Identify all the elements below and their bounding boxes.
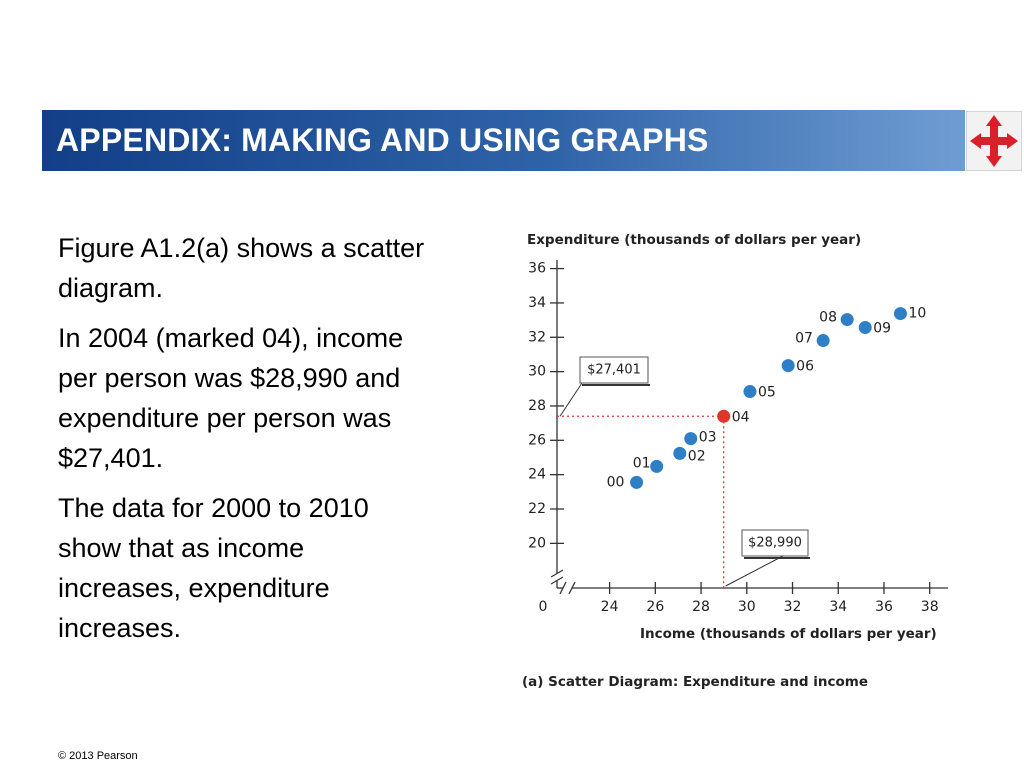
x-tick-label: 36: [875, 599, 893, 615]
paragraph: Figure A1.2(a) shows a scatter diagram.: [58, 233, 425, 303]
callout-label: $27,401: [587, 363, 641, 378]
body-text: Figure A1.2(a) shows a scatter diagram. …: [58, 228, 428, 658]
y-tick-label: 20: [528, 535, 546, 551]
footer: © 2013 Pearson: [58, 750, 138, 762]
point-label: 08: [819, 310, 837, 326]
origin-label: 0: [539, 599, 548, 615]
point: [858, 320, 872, 334]
y-tick-label: 28: [528, 398, 546, 414]
y-tick-label: 22: [528, 501, 546, 517]
y-tick-label: 36: [528, 261, 546, 277]
point-label: 01: [633, 455, 651, 471]
x-tick-label: 38: [921, 599, 939, 615]
point-label: 07: [795, 331, 813, 347]
point-label: 00: [607, 474, 625, 490]
point-label: 02: [688, 448, 706, 464]
point-label: 10: [908, 306, 926, 322]
callout-label: $28,990: [748, 536, 802, 551]
x-tick-label: 34: [829, 599, 847, 615]
x-tick-label: 30: [738, 599, 756, 615]
point-label: 04: [732, 409, 750, 425]
y-tick-label: 32: [528, 329, 546, 345]
y-tick-label: 34: [528, 295, 546, 311]
caption: (a) Scatter Diagram: Expenditure and inc…: [522, 674, 868, 690]
callout-box: [741, 529, 809, 557]
point: [717, 409, 731, 423]
axis-break: [559, 581, 567, 595]
point: [781, 359, 795, 373]
point: [743, 385, 757, 399]
y-axis-label: Expenditure (thousands of dollars per ye…: [527, 232, 861, 248]
x-tick-label: 28: [692, 599, 710, 615]
point-label: 03: [699, 430, 717, 446]
axis-break: [550, 569, 564, 578]
axis-break: [550, 576, 564, 585]
paragraph: The data for 2000 to 2010 show that as i…: [58, 493, 369, 643]
y-tick-label: 30: [528, 364, 546, 380]
y-tick-label: 24: [528, 467, 546, 483]
point: [630, 475, 644, 489]
point: [893, 307, 907, 321]
callout-box: [579, 356, 649, 384]
x-tick-label: 32: [784, 599, 802, 615]
point: [840, 313, 854, 327]
x-axis-label: Income (thousands of dollars per year): [640, 626, 937, 642]
point: [816, 334, 830, 348]
point: [650, 459, 664, 473]
nav-icon[interactable]: [966, 111, 1022, 171]
axis-break: [568, 581, 576, 595]
y-tick-label: 26: [528, 432, 546, 448]
point-label: 06: [796, 359, 814, 375]
point: [684, 432, 698, 446]
point-label: 09: [873, 320, 891, 336]
callout-line: [559, 382, 583, 417]
slide-title: APPENDIX: MAKING AND USING GRAPHS: [56, 122, 709, 158]
point-label: 05: [758, 385, 776, 401]
x-tick-label: 24: [601, 599, 619, 615]
point: [673, 446, 687, 460]
title-bar: APPENDIX: MAKING AND USING GRAPHS: [42, 110, 965, 171]
x-tick-label: 26: [646, 599, 664, 615]
paragraph: In 2004 (marked 04), income per person w…: [58, 323, 404, 473]
callout-line: [725, 555, 784, 587]
